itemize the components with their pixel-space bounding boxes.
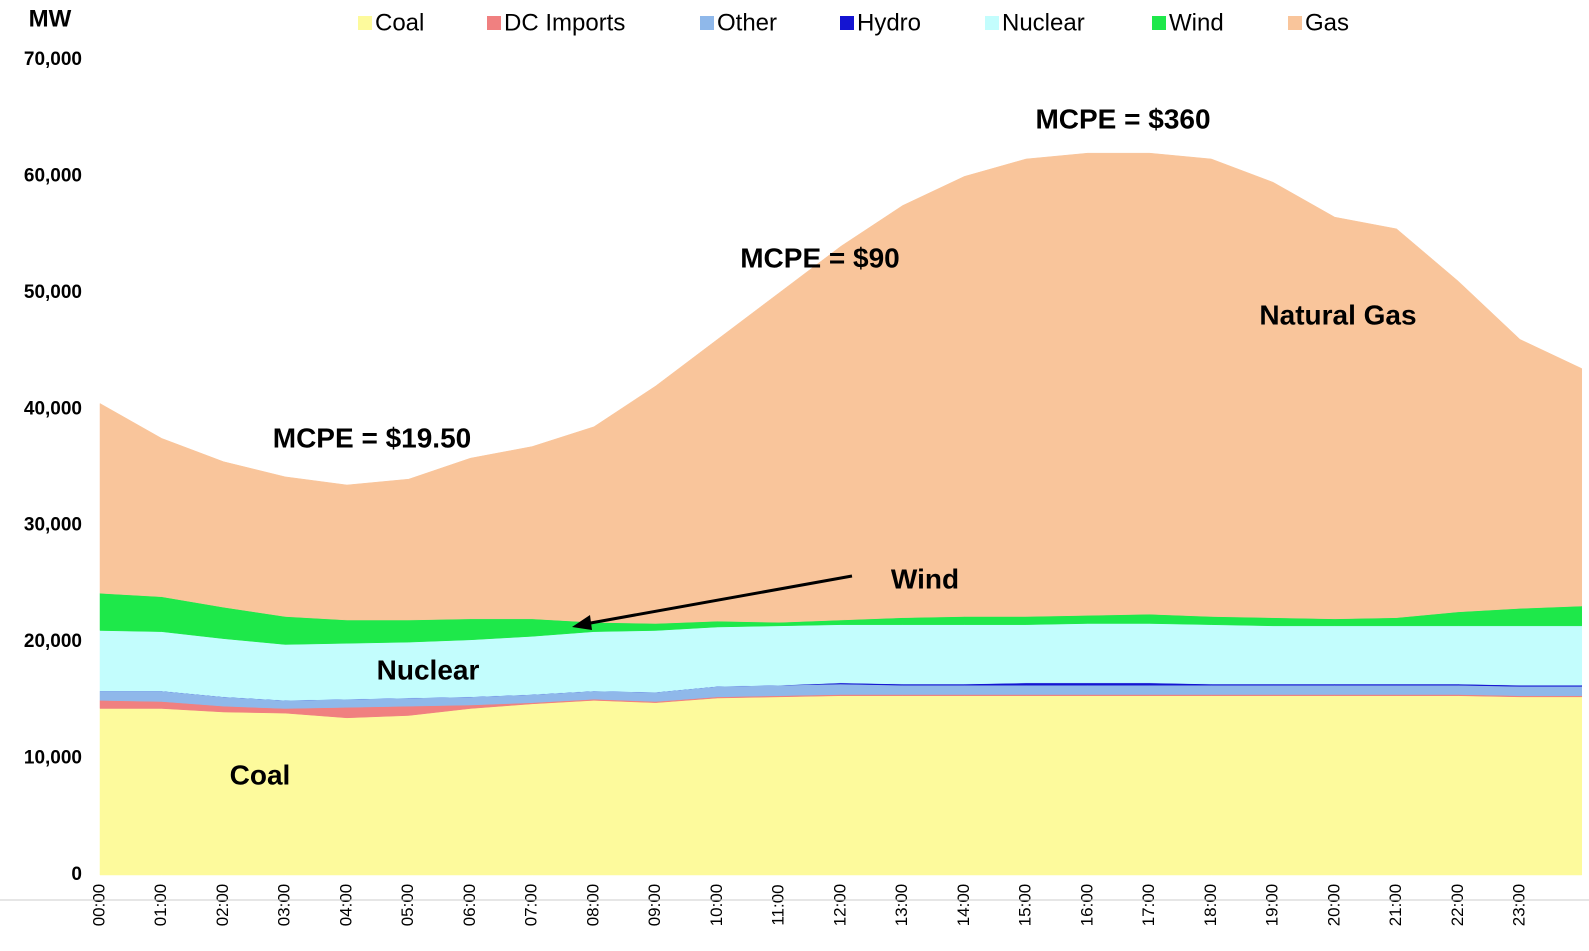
x-tick-label: 15:00	[1016, 884, 1035, 927]
x-tick-label: 16:00	[1077, 884, 1096, 927]
legend-label: Coal	[375, 9, 424, 36]
x-tick-label: 09:00	[645, 884, 664, 927]
arrow-head	[572, 615, 592, 630]
x-tick-label: 19:00	[1263, 884, 1282, 927]
x-tick-label: 18:00	[1201, 884, 1220, 927]
annotation: MCPE = $360	[1035, 103, 1210, 134]
legend-label: Nuclear	[1002, 9, 1085, 36]
legend-swatch	[985, 16, 999, 30]
x-tick-label: 10:00	[707, 884, 726, 927]
y-tick-label: 60,000	[24, 165, 82, 186]
x-tick-label: 04:00	[336, 884, 355, 927]
x-tick-label: 11:00	[769, 884, 788, 925]
x-tick-label: 21:00	[1386, 884, 1405, 927]
annotation: Natural Gas	[1259, 299, 1416, 330]
annotation: Coal	[230, 759, 291, 790]
x-tick-label: 03:00	[275, 884, 294, 927]
legend-swatch	[700, 16, 714, 30]
x-tick-label: 00:00	[89, 884, 108, 927]
area	[99, 152, 1583, 624]
legend-label: Other	[717, 9, 777, 36]
legend-swatch	[840, 16, 854, 30]
x-tick-label: 20:00	[1324, 884, 1343, 927]
x-tick-label: 12:00	[830, 884, 849, 927]
y-tick-label: 30,000	[24, 515, 82, 536]
x-tick-label: 17:00	[1139, 884, 1158, 927]
y-axis-label: MW	[29, 5, 72, 32]
legend-label: Hydro	[857, 9, 921, 36]
x-tick-label: 08:00	[583, 884, 602, 927]
annotation: MCPE = $90	[740, 242, 900, 273]
x-tick-label: 06:00	[460, 884, 479, 927]
x-tick-label: 14:00	[954, 884, 973, 927]
legend-label: DC Imports	[504, 9, 625, 36]
legend-label: Wind	[1169, 9, 1224, 36]
y-tick-label: 10,000	[24, 748, 82, 769]
x-tick-label: 23:00	[1510, 884, 1529, 927]
y-tick-label: 50,000	[24, 282, 82, 303]
y-tick-label: 20,000	[24, 631, 82, 652]
x-tick-label: 02:00	[213, 884, 232, 927]
x-tick-label: 05:00	[398, 884, 417, 927]
annotation: Nuclear	[377, 654, 480, 685]
y-tick-label: 0	[71, 864, 82, 885]
annotation: Wind	[891, 563, 959, 594]
x-tick-label: 01:00	[151, 884, 170, 927]
x-tick-label: 13:00	[892, 884, 911, 927]
x-tick-label: 22:00	[1448, 884, 1467, 927]
arrow-line	[584, 574, 853, 626]
legend-label: Gas	[1305, 9, 1349, 36]
y-tick-label: 70,000	[24, 49, 82, 70]
x-tick-label: 07:00	[522, 884, 541, 927]
y-tick-label: 40,000	[24, 398, 82, 419]
legend-swatch	[1288, 16, 1302, 30]
annotation: MCPE = $19.50	[273, 422, 471, 453]
legend-swatch	[358, 16, 372, 30]
legend-swatch	[1152, 16, 1166, 30]
legend-swatch	[487, 16, 501, 30]
area	[99, 695, 1583, 876]
